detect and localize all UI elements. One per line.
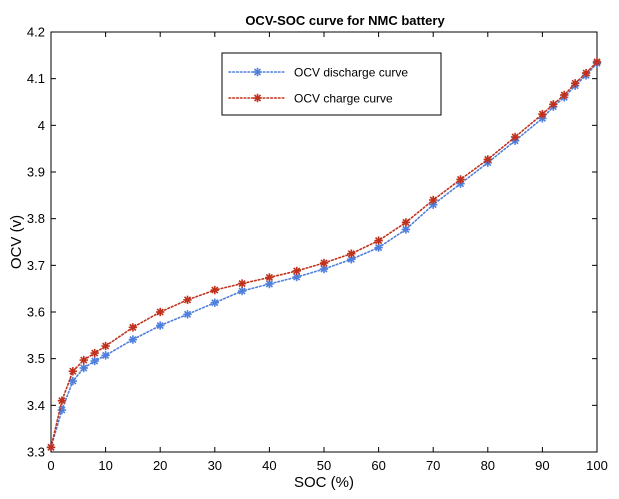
data-point — [156, 307, 165, 317]
data-point — [79, 355, 88, 365]
data-point — [183, 310, 192, 319]
legend-marker — [253, 93, 262, 103]
x-tick-label: 40 — [262, 458, 276, 473]
y-tick-label: 4.1 — [27, 71, 45, 86]
y-tick-label: 3.5 — [27, 351, 45, 366]
series-layer — [46, 57, 602, 452]
y-tick-label: 3.9 — [27, 165, 45, 180]
y-tick-label: 3.4 — [27, 398, 45, 413]
x-tick-label: 50 — [317, 458, 331, 473]
y-tick-label: 4 — [38, 118, 45, 133]
data-point — [429, 195, 438, 205]
data-point — [347, 249, 356, 258]
data-point — [319, 258, 329, 268]
data-point — [292, 272, 301, 282]
data-point — [538, 109, 547, 119]
data-point — [265, 279, 274, 289]
y-tick-label: 3.7 — [27, 258, 45, 273]
data-point — [90, 348, 99, 358]
data-point — [592, 57, 602, 67]
x-tick-label: 80 — [481, 458, 495, 473]
data-point — [101, 351, 110, 360]
data-point — [183, 295, 192, 305]
y-tick-label: 3.8 — [27, 211, 45, 226]
data-point — [292, 266, 301, 276]
x-tick-label: 100 — [586, 458, 608, 473]
series-line — [50, 62, 598, 449]
data-point — [581, 68, 591, 78]
data-point — [560, 90, 569, 100]
legend-marker — [253, 67, 262, 77]
x-tick-label: 20 — [153, 458, 167, 473]
data-point — [401, 218, 411, 227]
data-point — [319, 264, 329, 274]
legend: OCV discharge curve OCV charge curve — [221, 52, 442, 116]
legend-label: OCV charge curve — [294, 92, 393, 106]
data-point — [237, 286, 247, 296]
x-tick-label: 60 — [371, 458, 385, 473]
x-tick-labels: 0 10 20 30 40 50 60 70 80 90 100 — [47, 458, 607, 473]
x-axis-label: SOC (%) — [294, 474, 354, 491]
series-charge — [46, 57, 602, 452]
data-point — [46, 443, 56, 452]
data-point — [456, 175, 465, 184]
data-point — [90, 356, 99, 366]
legend-label: OCV discharge curve — [294, 66, 408, 80]
x-tick-label: 30 — [208, 458, 222, 473]
data-point — [79, 363, 88, 373]
x-tick-label: 0 — [47, 458, 54, 473]
y-tick-label: 3.3 — [27, 445, 45, 460]
series-discharge — [46, 59, 602, 452]
legend-entries: OCV discharge curve OCV charge curve — [228, 66, 408, 106]
y-tick-label: 4.2 — [27, 25, 45, 40]
data-point — [128, 323, 138, 332]
data-point — [510, 132, 520, 142]
tick-marks — [50, 31, 598, 453]
x-tick-label: 90 — [535, 458, 549, 473]
chart-title: OCV-SOC curve for NMC battery — [245, 13, 445, 28]
data-point — [549, 100, 558, 109]
y-axis-label: OCV (v) — [8, 215, 25, 269]
data-point — [210, 298, 219, 307]
x-tick-label: 10 — [98, 458, 112, 473]
data-point — [128, 335, 138, 344]
legend-box — [221, 52, 442, 116]
data-point — [483, 155, 492, 164]
y-tick-label: 3.6 — [27, 305, 45, 320]
x-tick-label: 70 — [426, 458, 440, 473]
data-point — [265, 273, 274, 282]
data-point — [101, 341, 110, 351]
data-point — [57, 396, 67, 405]
legend-entry: OCV charge curve — [228, 92, 393, 106]
y-tick-labels: 3.3 3.4 3.5 3.6 3.7 3.8 3.9 4 4.1 4.2 — [27, 25, 45, 460]
series-line — [50, 61, 598, 449]
data-point — [237, 279, 247, 288]
data-point — [210, 285, 219, 295]
data-point — [570, 79, 580, 88]
legend-entry: OCV discharge curve — [228, 66, 408, 80]
data-point — [68, 367, 78, 376]
data-point — [374, 236, 383, 245]
data-point — [156, 321, 165, 330]
